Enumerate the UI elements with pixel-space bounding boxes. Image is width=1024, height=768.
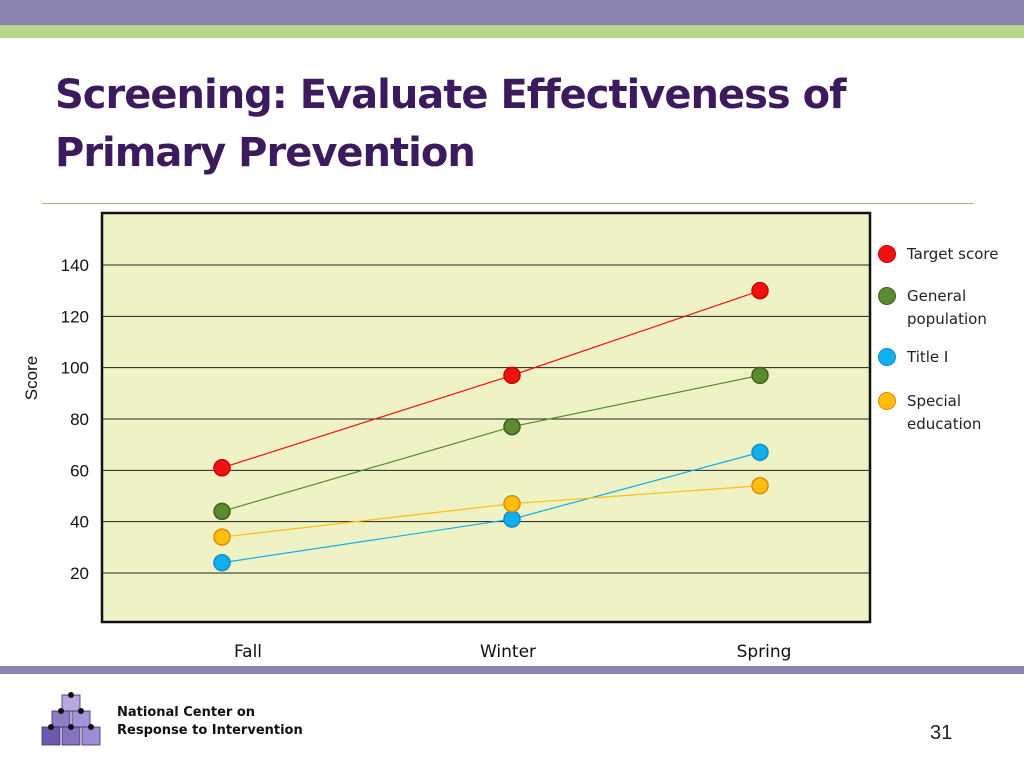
legend-marker <box>878 245 896 263</box>
data-point <box>751 443 769 462</box>
data-point <box>503 494 521 513</box>
top-green-band <box>0 25 1024 38</box>
legend-label: Title I <box>907 348 949 366</box>
plot-area <box>102 213 870 622</box>
legend-label: Special education <box>907 392 982 433</box>
plot-border <box>100 211 872 624</box>
data-point <box>213 459 231 477</box>
y-tick-label: 140 <box>61 256 89 275</box>
data-point <box>751 281 769 300</box>
y-axis-label: Score <box>22 356 41 400</box>
x-tick-label: Spring <box>737 642 792 662</box>
y-tick-label: 60 <box>70 461 89 480</box>
y-tick-label: 80 <box>70 410 89 429</box>
data-point <box>213 528 231 546</box>
data-point <box>751 366 769 385</box>
organization-name: National Center on Response to Intervent… <box>117 705 303 738</box>
x-tick-label: Fall <box>234 642 262 662</box>
y-tick-label: 100 <box>61 359 89 378</box>
x-tick-label: Winter <box>480 642 536 662</box>
legend-label: Target score <box>907 245 999 263</box>
data-point <box>751 476 769 495</box>
legend-marker <box>878 287 896 305</box>
stacked-cubes-logo-icon <box>41 692 101 746</box>
y-tick-label: 40 <box>70 513 89 532</box>
legend-item: Target score <box>878 243 1018 266</box>
legend-label: General population <box>907 287 987 328</box>
legend-item: Special education <box>878 390 1018 436</box>
data-point <box>213 553 231 572</box>
legend-marker <box>878 348 896 366</box>
page-number: 31 <box>930 722 953 744</box>
bottom-purple-band <box>0 666 1024 674</box>
title-divider <box>42 203 974 204</box>
y-tick-label: 20 <box>70 564 89 583</box>
slide-title: Screening: Evaluate Effectiveness of Pri… <box>55 72 847 176</box>
data-point <box>213 502 231 521</box>
data-point <box>503 510 521 528</box>
data-point <box>503 417 521 436</box>
legend-marker <box>878 392 896 410</box>
legend-item: General population <box>878 285 1018 331</box>
data-point <box>503 366 521 385</box>
line-chart: 20 40 60 80 100 120 140 Score Fall Winter Spring <box>22 211 872 662</box>
legend-item: Title I <box>878 346 1018 369</box>
y-tick-label: 120 <box>61 307 89 326</box>
top-purple-band <box>0 0 1024 25</box>
